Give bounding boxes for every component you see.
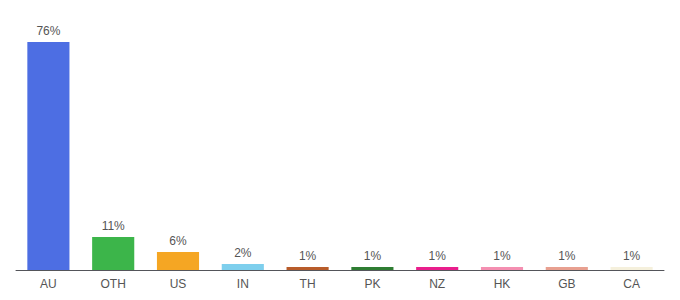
svg-text:1%: 1% bbox=[493, 249, 511, 263]
svg-text:TH: TH bbox=[300, 277, 316, 291]
svg-text:NZ: NZ bbox=[429, 277, 445, 291]
svg-text:2%: 2% bbox=[234, 246, 252, 260]
svg-text:1%: 1% bbox=[623, 249, 641, 263]
svg-text:HK: HK bbox=[494, 277, 511, 291]
svg-text:IN: IN bbox=[237, 277, 249, 291]
svg-text:1%: 1% bbox=[364, 249, 382, 263]
svg-text:6%: 6% bbox=[169, 234, 187, 248]
svg-text:CA: CA bbox=[623, 277, 640, 291]
svg-text:1%: 1% bbox=[558, 249, 576, 263]
svg-text:76%: 76% bbox=[36, 24, 60, 38]
svg-text:US: US bbox=[170, 277, 187, 291]
svg-text:1%: 1% bbox=[429, 249, 447, 263]
svg-text:GB: GB bbox=[558, 277, 575, 291]
svg-text:OTH: OTH bbox=[101, 277, 126, 291]
svg-text:AU: AU bbox=[40, 277, 57, 291]
svg-text:PK: PK bbox=[364, 277, 380, 291]
svg-text:11%: 11% bbox=[102, 219, 125, 233]
svg-text:1%: 1% bbox=[299, 249, 317, 263]
